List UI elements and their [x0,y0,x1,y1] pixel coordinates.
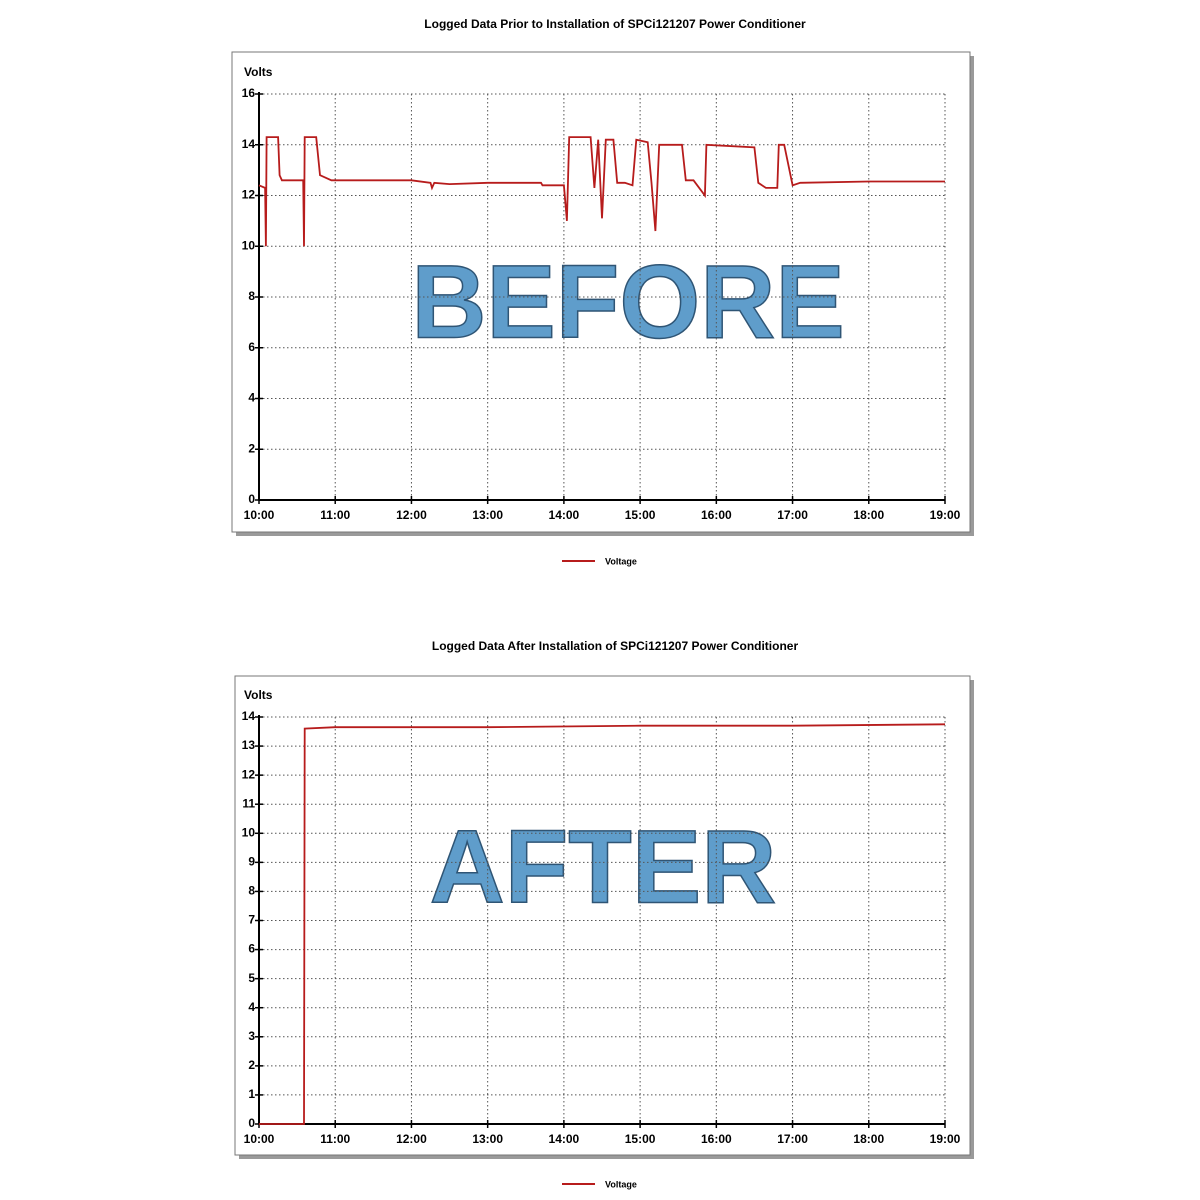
data-line [259,723,946,1125]
chart-title: Logged Data Prior to Installation of SPC… [424,17,806,31]
y-tick-label: 0 [248,1116,255,1130]
panel [231,51,971,533]
annotation: AFTER [430,809,777,925]
data-line [258,136,945,247]
x-tick-label: 19:00 [930,1132,961,1146]
x-tick-label: 13:00 [472,508,503,522]
legend-label: Voltage [605,1179,637,1189]
y-tick-label: 12 [242,188,256,202]
x-tick-label: 17:00 [777,1132,808,1146]
x-tick-label: 15:00 [625,1132,656,1146]
y-tick-label: 3 [248,1029,255,1043]
x-tick-label: 12:00 [396,1132,427,1146]
chart-title: Logged Data After Installation of SPCi12… [432,639,799,653]
y-tick-label: 4 [248,391,255,405]
y-tick-label: 8 [248,884,255,898]
y-tick-label: 12 [242,767,256,781]
x-tick-label: 14:00 [549,508,580,522]
panel [234,675,971,1156]
x-tick-label: 13:00 [472,1132,503,1146]
x-tick-label: 12:00 [396,508,427,522]
x-tick-label: 10:00 [244,508,275,522]
y-tick-label: 1 [248,1087,255,1101]
x-tick-label: 11:00 [320,1132,350,1146]
y-tick-label: 10 [242,825,256,839]
x-tick-label: 14:00 [549,1132,580,1146]
x-tick-label: 16:00 [701,1132,732,1146]
y-tick-label: 11 [242,796,255,810]
legend-label: Voltage [605,556,637,566]
x-tick-label: 11:00 [320,508,350,522]
annotation: BEFORE [411,244,844,360]
y-tick-label: 4 [248,1000,255,1014]
x-tick-label: 18:00 [853,508,884,522]
y-axis-label: Volts [244,65,273,79]
x-tick-label: 15:00 [625,508,656,522]
y-tick-label: 14 [242,137,256,151]
y-tick-label: 7 [248,913,255,927]
x-tick-label: 10:00 [244,1132,275,1146]
y-tick-label: 0 [248,492,255,506]
y-tick-label: 14 [242,709,256,723]
x-tick-label: 17:00 [777,508,808,522]
y-tick-label: 5 [248,971,255,985]
y-tick-label: 16 [242,86,256,100]
y-tick-label: 6 [248,942,255,956]
x-tick-label: 19:00 [930,508,961,522]
x-tick-label: 16:00 [701,508,732,522]
y-tick-label: 10 [242,238,256,252]
y-tick-label: 8 [248,289,255,303]
y-tick-label: 13 [242,738,256,752]
y-tick-label: 9 [248,855,255,869]
y-tick-label: 6 [248,340,255,354]
y-axis-label: Volts [244,688,273,702]
y-tick-label: 2 [248,1058,255,1072]
x-tick-label: 18:00 [853,1132,884,1146]
y-tick-label: 2 [248,441,255,455]
